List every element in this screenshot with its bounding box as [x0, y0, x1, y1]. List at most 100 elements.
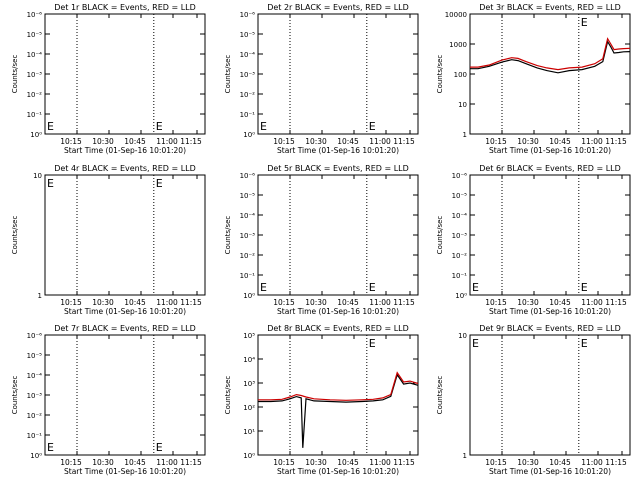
- x-tick-label: 10:45: [337, 458, 359, 467]
- x-axis-label: Start Time (01-Sep-16 10:01:20): [489, 146, 611, 155]
- y-tick-label: 10⁻²: [27, 91, 43, 99]
- y-tick-label: 10⁻⁴: [27, 372, 43, 380]
- panel-title: Det 9r BLACK = Events, RED = LLD: [479, 324, 621, 333]
- x-tick-label: 10:15: [485, 458, 507, 467]
- y-tick-label: 10⁻⁵: [240, 31, 256, 39]
- y-axis-label: Counts/sec: [224, 376, 232, 415]
- y-tick-label: 10⁻⁴: [240, 212, 256, 220]
- y-tick-label: 10⁻³: [27, 71, 43, 79]
- y-tick-label: 100: [454, 71, 467, 79]
- y-tick-label: 10⁻⁶: [240, 172, 256, 180]
- x-tick-label: 11:00: [156, 458, 178, 467]
- x-tick-label: 11:00: [156, 137, 178, 146]
- y-axis-label: Counts/sec: [436, 216, 444, 255]
- error-marker: E: [581, 337, 588, 350]
- y-tick-label: 10⁻⁴: [452, 212, 468, 220]
- x-tick-label: 10:30: [92, 137, 114, 146]
- plot-frame: [257, 13, 419, 135]
- plot-frame: [257, 174, 419, 296]
- panel-title: Det 7r BLACK = Events, RED = LLD: [54, 324, 196, 333]
- x-tick-label: 11:00: [581, 137, 603, 146]
- y-tick-label: 10⁻³: [240, 232, 256, 240]
- x-tick-label: 11:00: [369, 298, 391, 307]
- y-tick-label: 10⁻⁴: [240, 51, 256, 59]
- x-tick-label: 10:30: [305, 298, 327, 307]
- y-tick-label: 10⁰: [455, 292, 467, 300]
- y-tick-label: 1: [463, 452, 467, 460]
- error-marker: E: [260, 281, 267, 294]
- series-line: [258, 371, 419, 401]
- y-tick-label: 10⁻³: [452, 232, 468, 240]
- error-marker: E: [260, 120, 267, 133]
- panel-7: Det 7r BLACK = Events, RED = LLD 10:15 10:…: [11, 324, 206, 476]
- y-tick-label: 10⁻¹: [452, 272, 468, 280]
- y-tick-label: 10⁻⁵: [27, 352, 43, 360]
- y-tick-label: 10⁻¹: [240, 111, 256, 119]
- y-tick-label: 10⁻⁶: [240, 11, 256, 19]
- y-axis-label: Counts/sec: [11, 376, 19, 415]
- error-marker: E: [472, 281, 479, 294]
- panel-6: Det 6r BLACK = Events, RED = LLD 10:15 10:…: [436, 164, 631, 316]
- x-tick-label: 10:30: [517, 298, 539, 307]
- y-tick-label: 10⁰: [243, 452, 255, 460]
- y-tick-label: 10⁻²: [240, 252, 256, 260]
- panel-1: Det 1r BLACK = Events, RED = LLD 10:15 10:…: [11, 3, 206, 155]
- x-tick-label: 10:30: [517, 137, 539, 146]
- y-tick-label: 10¹: [243, 428, 255, 436]
- y-tick-label: 10⁻²: [27, 412, 43, 420]
- y-tick-label: 10³: [243, 380, 255, 388]
- error-marker: E: [47, 177, 54, 190]
- error-marker: E: [156, 441, 163, 454]
- x-tick-label: 11:15: [393, 137, 415, 146]
- x-tick-label: 11:15: [180, 298, 202, 307]
- y-tick-label: 10⁵: [243, 332, 255, 340]
- x-tick-label: 10:30: [305, 458, 327, 467]
- y-tick-label: 10⁻⁶: [27, 11, 43, 19]
- plot-frame: [257, 334, 419, 456]
- y-tick-label: 10⁻³: [27, 392, 43, 400]
- x-axis-label: Start Time (01-Sep-16 10:01:20): [64, 307, 186, 316]
- y-tick-label: 10⁻⁴: [27, 51, 43, 59]
- panel-title: Det 3r BLACK = Events, RED = LLD: [479, 3, 621, 12]
- y-axis-label: Counts/sec: [436, 55, 444, 94]
- y-tick-label: 10⁰: [30, 131, 42, 139]
- x-tick-label: 11:00: [581, 458, 603, 467]
- x-tick-label: 10:30: [305, 137, 327, 146]
- x-axis-label: Start Time (01-Sep-16 10:01:20): [64, 146, 186, 155]
- panel-2: Det 2r BLACK = Events, RED = LLD 10:15 10:…: [224, 3, 419, 155]
- plot-frame: [469, 13, 631, 135]
- x-tick-label: 11:00: [369, 458, 391, 467]
- y-tick-label: 10⁴: [243, 356, 255, 364]
- x-tick-label: 11:15: [180, 137, 202, 146]
- x-tick-label: 11:15: [393, 458, 415, 467]
- x-tick-label: 11:15: [605, 458, 627, 467]
- x-tick-label: 11:15: [605, 298, 627, 307]
- x-tick-label: 10:45: [337, 137, 359, 146]
- panel-8: Det 8r BLACK = Events, RED = LLD 10:15 10:…: [224, 324, 419, 476]
- x-tick-label: 10:15: [60, 137, 82, 146]
- y-tick-label: 10⁻¹: [27, 432, 43, 440]
- x-tick-label: 10:15: [60, 458, 82, 467]
- y-axis-label: Counts/sec: [224, 55, 232, 94]
- error-marker: E: [581, 281, 588, 294]
- series-line: [258, 373, 419, 448]
- x-tick-label: 10:15: [485, 137, 507, 146]
- plot-frame: [469, 334, 631, 456]
- y-axis-label: Counts/sec: [436, 376, 444, 415]
- y-tick-label: 10: [458, 101, 467, 109]
- y-axis-label: Counts/sec: [11, 55, 19, 94]
- x-tick-label: 10:45: [337, 298, 359, 307]
- x-tick-label: 11:15: [393, 298, 415, 307]
- x-tick-label: 10:15: [485, 298, 507, 307]
- error-marker: E: [47, 120, 54, 133]
- y-tick-label: 1000: [449, 41, 467, 49]
- y-tick-label: 10⁻⁵: [27, 31, 43, 39]
- x-tick-label: 10:45: [124, 137, 146, 146]
- y-tick-label: 1: [38, 292, 42, 300]
- x-tick-label: 10:15: [273, 298, 295, 307]
- y-tick-label: 10⁻⁵: [452, 192, 468, 200]
- x-axis-label: Start Time (01-Sep-16 10:01:20): [489, 307, 611, 316]
- y-tick-label: 10⁻³: [240, 71, 256, 79]
- x-tick-label: 11:15: [180, 458, 202, 467]
